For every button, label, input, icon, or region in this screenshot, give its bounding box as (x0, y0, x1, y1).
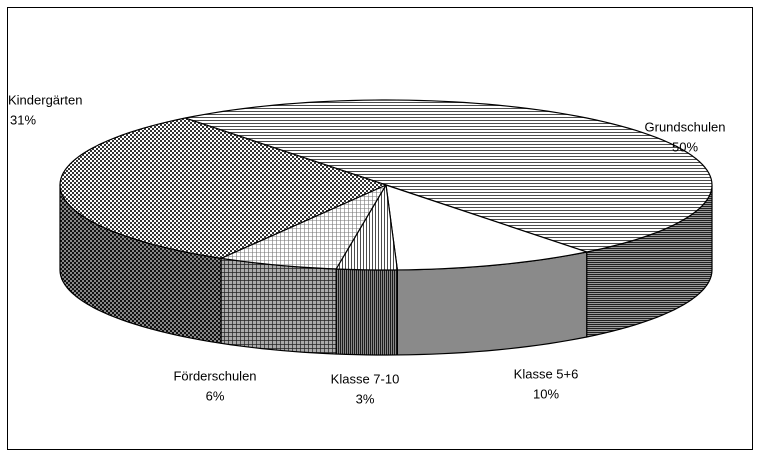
frame (7, 7, 753, 450)
slice (220, 184, 387, 270)
slice-value-label: 50% (672, 139, 698, 154)
slice-value-label: 6% (206, 388, 225, 403)
slice-value-label: 10% (533, 386, 559, 401)
slice-label: Förderschulen (173, 368, 256, 383)
slice-label: Klasse 7-10 (331, 371, 400, 386)
slice-label: Klasse 5+6 (514, 366, 579, 381)
slice-label: Kindergärten (8, 92, 82, 107)
slice (59, 117, 387, 259)
slice (184, 99, 713, 253)
slice-label: Grundschulen (645, 119, 726, 134)
slice-value-label: 3% (356, 391, 375, 406)
slice-side (220, 257, 337, 355)
slice (385, 184, 588, 271)
slice (335, 184, 398, 271)
slice-side (335, 268, 398, 356)
slice-value-label: 31% (10, 112, 36, 127)
